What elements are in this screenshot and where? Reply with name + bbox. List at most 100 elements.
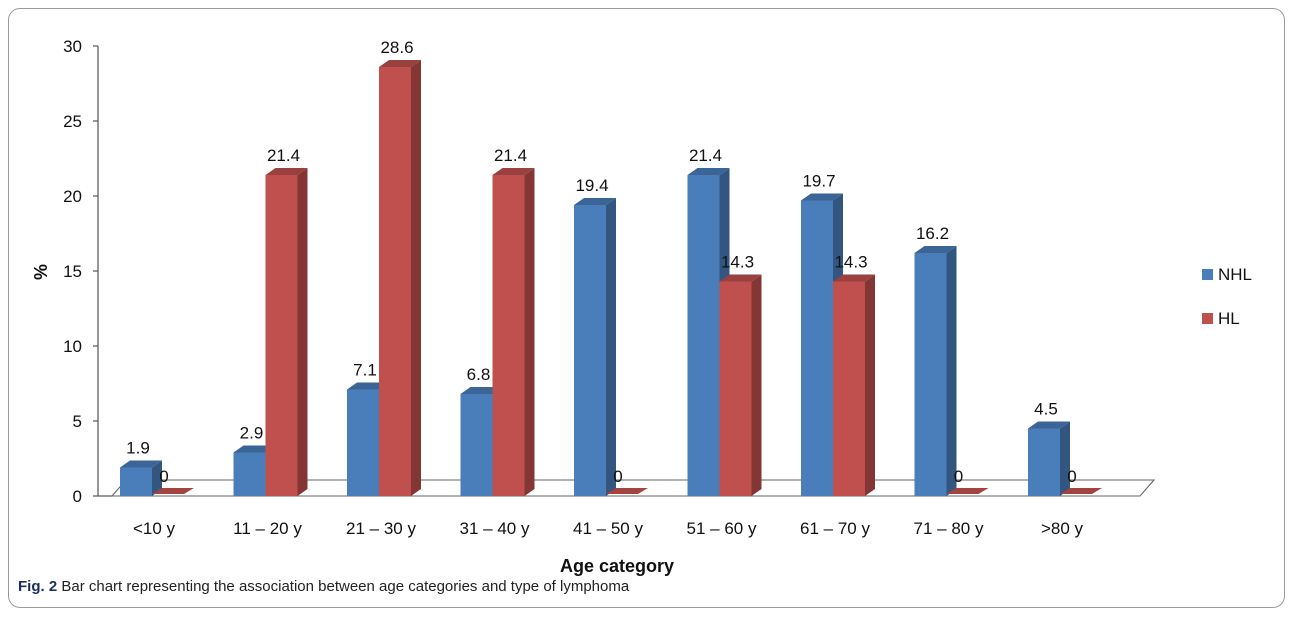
bar-hl-8 bbox=[946, 488, 989, 494]
bar-top bbox=[946, 488, 989, 494]
data-label-nhl-4: 6.8 bbox=[467, 365, 491, 384]
bar-side bbox=[297, 168, 308, 496]
chart-bars bbox=[120, 60, 1102, 496]
bar-top bbox=[152, 488, 194, 494]
x-tick-label: 21 – 30 y bbox=[346, 519, 416, 538]
chart-data-labels: 1.9 0 2.9 21.4 7.1 28.6 6.8 21.4 19.4 0 21.4 14.3 19… bbox=[126, 38, 1077, 486]
bar-top bbox=[606, 488, 648, 494]
bar-hl-5 bbox=[606, 488, 648, 494]
bar-side bbox=[865, 274, 875, 496]
bar-top bbox=[1028, 421, 1070, 429]
bar-front bbox=[347, 389, 379, 496]
bar-nhl-1 bbox=[120, 460, 162, 496]
data-label-hl-9: 0 bbox=[1067, 467, 1076, 486]
data-label-hl-4: 21.4 bbox=[494, 146, 527, 165]
y-tick-labels: 0 5 10 15 20 25 30 bbox=[63, 37, 82, 506]
bar-top bbox=[379, 60, 421, 67]
bar-hl-7 bbox=[833, 274, 875, 496]
bar-front bbox=[914, 253, 947, 496]
y-tick-label: 0 bbox=[73, 487, 82, 506]
bar-top bbox=[801, 193, 843, 201]
figure-label: Fig. 2 bbox=[18, 578, 58, 595]
bar-top bbox=[719, 274, 762, 282]
x-tick-label: 51 – 60 y bbox=[687, 519, 757, 538]
bar-top bbox=[574, 198, 616, 205]
data-label-nhl-2: 2.9 bbox=[240, 424, 264, 443]
bar-top bbox=[347, 382, 389, 390]
y-tick-label: 20 bbox=[63, 187, 82, 206]
bar-top bbox=[492, 168, 535, 175]
bar-front bbox=[574, 205, 606, 496]
x-tick-label: 61 – 70 y bbox=[800, 519, 870, 538]
legend-item-nhl: NHL bbox=[1202, 265, 1252, 284]
bar-front bbox=[833, 281, 865, 496]
bar-hl-1 bbox=[152, 488, 194, 494]
legend-label: NHL bbox=[1218, 265, 1252, 284]
bar-top bbox=[833, 274, 875, 282]
x-tick-label: 41 – 50 y bbox=[573, 519, 643, 538]
data-label-nhl-5: 19.4 bbox=[575, 176, 608, 195]
figure-frame bbox=[8, 8, 1285, 608]
bar-front bbox=[120, 467, 152, 496]
data-label-nhl-3: 7.1 bbox=[353, 361, 377, 380]
bar-top bbox=[265, 168, 308, 175]
bar-side bbox=[524, 168, 535, 496]
bar-top bbox=[460, 387, 503, 394]
bar-front bbox=[687, 175, 720, 496]
legend-item-hl: HL bbox=[1202, 309, 1240, 328]
bar-side bbox=[411, 60, 421, 496]
data-label-hl-2: 21.4 bbox=[267, 146, 300, 165]
x-axis-label: Age category bbox=[560, 556, 674, 576]
bar-hl-6 bbox=[719, 274, 762, 496]
bar-top bbox=[687, 168, 730, 175]
data-label-hl-5: 0 bbox=[613, 467, 622, 486]
y-tick-label: 25 bbox=[63, 112, 82, 131]
data-label-nhl-9: 4.5 bbox=[1034, 400, 1058, 419]
bar-front bbox=[460, 394, 493, 496]
bar-top bbox=[914, 246, 957, 253]
y-tick-label: 10 bbox=[63, 337, 82, 356]
legend-label: HL bbox=[1218, 309, 1240, 328]
bar-front bbox=[492, 175, 525, 496]
bar-hl-3 bbox=[379, 60, 421, 496]
y-tick-label: 30 bbox=[63, 37, 82, 56]
x-tick-labels: <10 y 11 – 20 y 21 – 30 y 31 – 40 y 41 – 50 … bbox=[133, 519, 1084, 538]
bar-hl-9 bbox=[1060, 488, 1102, 494]
bar-front bbox=[379, 67, 411, 496]
y-tick-label: 15 bbox=[63, 262, 82, 281]
bar-side bbox=[1060, 421, 1070, 496]
data-label-nhl-7: 19.7 bbox=[802, 172, 835, 191]
x-tick-label: <10 y bbox=[133, 519, 176, 538]
bar-front bbox=[233, 452, 266, 496]
data-label-hl-3: 28.6 bbox=[380, 38, 413, 57]
bar-front bbox=[265, 175, 298, 496]
figure-caption: Fig. 2 Bar chart representing the associ… bbox=[18, 578, 629, 595]
legend-swatch bbox=[1202, 269, 1213, 280]
data-label-hl-7: 14.3 bbox=[834, 253, 867, 272]
x-tick-label: 71 – 80 y bbox=[914, 519, 984, 538]
bar-nhl-9 bbox=[1028, 421, 1070, 496]
data-label-hl-1: 0 bbox=[159, 467, 168, 486]
bar-side bbox=[606, 198, 616, 496]
data-label-nhl-1: 1.9 bbox=[126, 439, 150, 458]
bar-hl-2 bbox=[265, 168, 308, 496]
bar-hl-4 bbox=[492, 168, 535, 496]
x-tick-label: >80 y bbox=[1041, 519, 1084, 538]
data-label-nhl-8: 16.2 bbox=[916, 224, 949, 243]
bar-side bbox=[946, 246, 957, 496]
bar-top bbox=[233, 445, 276, 453]
x-tick-label: 11 – 20 y bbox=[233, 519, 302, 538]
bar-side bbox=[152, 460, 162, 496]
bar-top bbox=[1060, 488, 1102, 494]
y-axis-label: % bbox=[31, 264, 51, 280]
data-label-hl-8: 0 bbox=[954, 467, 963, 486]
x-tick-label: 31 – 40 y bbox=[460, 519, 530, 538]
bar-nhl-5 bbox=[574, 198, 616, 496]
bar-nhl-8 bbox=[914, 246, 957, 496]
y-tick-label: 5 bbox=[73, 412, 82, 431]
bar-front bbox=[1028, 428, 1060, 496]
bar-front bbox=[719, 281, 752, 496]
legend-swatch bbox=[1202, 313, 1213, 324]
chart-legend: NHL HL bbox=[1202, 265, 1252, 328]
